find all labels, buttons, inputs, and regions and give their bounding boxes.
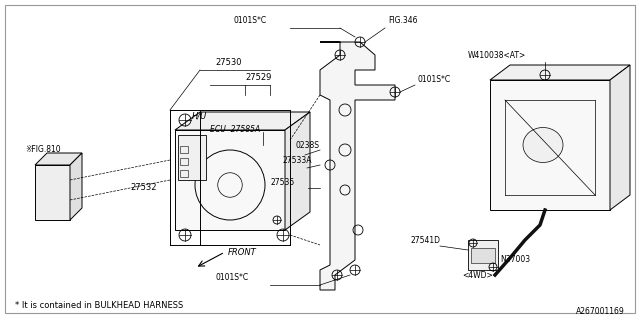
Bar [178,135,206,180]
Bar [180,158,188,165]
Polygon shape [610,65,630,210]
Text: 0101S*C: 0101S*C [215,273,248,282]
Ellipse shape [523,127,563,163]
Polygon shape [35,153,82,165]
Text: <4WD>: <4WD> [463,271,493,280]
Bar [471,248,495,263]
Text: 0238S: 0238S [295,141,319,150]
Polygon shape [70,153,82,220]
Text: 0101S*C: 0101S*C [233,16,266,25]
Text: W410038<AT>: W410038<AT> [468,51,526,60]
Text: FRONT: FRONT [228,248,257,257]
Text: 0101S*C: 0101S*C [417,75,450,84]
Bar [35,165,70,220]
Text: 27535: 27535 [270,178,294,187]
Text: N37003: N37003 [500,255,530,264]
Text: ECU  27585A: ECU 27585A [210,125,260,134]
Text: 27530: 27530 [215,58,241,67]
Bar [180,146,188,153]
Bar [180,170,188,177]
Bar [175,130,285,230]
Polygon shape [175,112,310,130]
Polygon shape [320,42,395,290]
Text: 27541D: 27541D [410,236,440,245]
Text: 27529: 27529 [245,73,271,82]
Text: * It is contained in BULKHEAD HARNESS: * It is contained in BULKHEAD HARNESS [15,301,183,310]
Text: FIG.346: FIG.346 [388,16,417,25]
Text: 27532: 27532 [130,183,157,192]
Polygon shape [285,112,310,230]
Bar [468,240,498,270]
Polygon shape [490,65,630,80]
Text: ※FIG.810: ※FIG.810 [25,145,61,154]
Text: H/U: H/U [192,111,207,120]
Text: 27533A: 27533A [282,156,312,165]
Bar [490,80,610,210]
Text: A267001169: A267001169 [576,307,625,316]
